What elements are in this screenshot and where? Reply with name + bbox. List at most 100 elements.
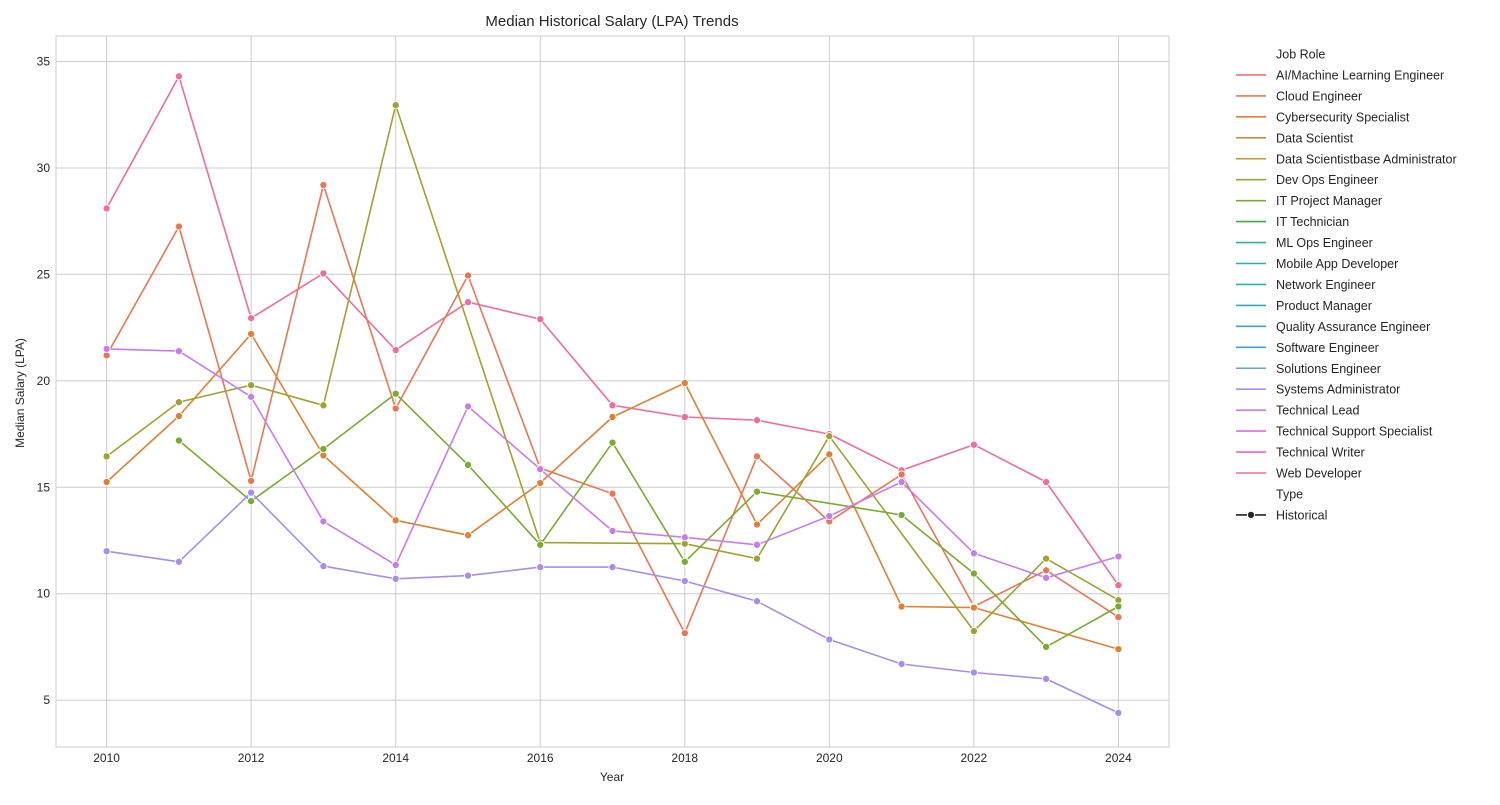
- data-point: [102, 204, 111, 213]
- data-point: [680, 412, 689, 422]
- grid-lines: [56, 36, 1169, 747]
- data-point: [969, 549, 978, 558]
- data-point: [752, 597, 762, 606]
- data-point: [1042, 674, 1051, 683]
- legend-entry: Software Engineer: [1236, 341, 1379, 355]
- data-point: [969, 440, 978, 449]
- data-point: [897, 510, 906, 520]
- legend-marker-swatch: [1246, 510, 1256, 519]
- x-tick-label: 2016: [527, 751, 554, 765]
- series-cybersecurity-specialist: [102, 329, 1123, 654]
- data-point: [319, 562, 328, 571]
- data-point: [174, 72, 183, 81]
- data-point: [1114, 613, 1123, 622]
- data-point: [536, 478, 545, 488]
- data-point: [897, 477, 906, 487]
- data-point: [247, 381, 256, 390]
- series-dev-ops-engineer: [102, 101, 1123, 636]
- legend-entry: Cloud Engineer: [1236, 89, 1362, 103]
- data-point: [391, 389, 400, 398]
- data-point: [247, 497, 256, 506]
- data-point: [969, 626, 978, 636]
- data-point: [463, 402, 473, 411]
- x-tick-labels: 2010 2012 2014 2016 2018 2020 2022 2024: [93, 751, 1132, 765]
- legend-label: Technical Lead: [1276, 404, 1359, 418]
- data-point: [463, 571, 473, 580]
- legend: Job Role AI/Machine Learning Engineer Clou…: [1236, 48, 1457, 522]
- legend-label: Product Manager: [1276, 299, 1372, 313]
- y-axis-label: Median Salary (LPA): [13, 338, 27, 448]
- x-tick-label: 2024: [1105, 751, 1132, 765]
- plot-frame: [55, 35, 1170, 748]
- legend-label: IT Project Manager: [1276, 194, 1382, 208]
- data-point: [680, 629, 689, 638]
- data-point: [391, 574, 400, 583]
- legend-label: Cloud Engineer: [1276, 89, 1362, 103]
- data-point: [1114, 602, 1123, 611]
- legend-entry: Historical: [1236, 508, 1327, 522]
- data-point: [680, 378, 689, 388]
- data-point: [174, 436, 183, 445]
- x-axis-label: Year: [600, 770, 624, 784]
- data-point: [752, 554, 762, 563]
- legend-entry: Network Engineer: [1236, 278, 1375, 292]
- data-point: [825, 635, 834, 644]
- y-tick-label: 15: [37, 480, 51, 494]
- data-point: [969, 668, 978, 677]
- legend-label: Data Scientistbase Administrator: [1276, 152, 1457, 166]
- data-point: [897, 470, 906, 479]
- legend-label: Quality Assurance Engineer: [1276, 320, 1430, 334]
- legend-label: Network Engineer: [1276, 278, 1375, 292]
- legend-header: Type: [1276, 487, 1303, 501]
- x-tick-label: 2012: [238, 751, 265, 765]
- data-point: [319, 444, 328, 454]
- legend-entry: ML Ops Engineer: [1236, 236, 1373, 250]
- data-point: [174, 411, 183, 421]
- data-point: [825, 450, 834, 459]
- legend-entry: Product Manager: [1236, 299, 1372, 313]
- legend-label: Web Developer: [1276, 467, 1362, 481]
- data-point: [608, 401, 617, 410]
- legend-entry: IT Technician: [1236, 215, 1349, 229]
- data-point: [1114, 552, 1123, 561]
- series-it-project-manager: [174, 389, 1123, 651]
- data-point: [752, 452, 762, 461]
- y-tick-labels: 5 10 15 20 25 30 35: [37, 55, 51, 708]
- data-point: [463, 298, 473, 307]
- data-point: [1114, 708, 1123, 717]
- legend-label: AI/Machine Learning Engineer: [1276, 68, 1444, 82]
- legend-label: Technical Writer: [1276, 446, 1365, 460]
- legend-label: Dev Ops Engineer: [1276, 173, 1378, 187]
- data-point: [463, 460, 473, 469]
- data-point: [1042, 566, 1051, 575]
- data-point: [825, 432, 834, 441]
- series-technical-lead: [102, 344, 1123, 582]
- legend-entry: Dev Ops Engineer: [1236, 173, 1378, 187]
- legend-label: Systems Administrator: [1276, 383, 1400, 397]
- data-point: [680, 533, 689, 542]
- y-tick-label: 20: [37, 374, 51, 388]
- series-line-cybersecurity-specialist: [106, 333, 1119, 650]
- legend-label: Software Engineer: [1276, 341, 1379, 355]
- data-point: [247, 314, 256, 323]
- y-tick-label: 30: [37, 161, 51, 175]
- data-point: [247, 392, 256, 401]
- legend-entry: Mobile App Developer: [1236, 257, 1398, 271]
- legend-label: Technical Support Specialist: [1276, 425, 1433, 439]
- data-point: [1042, 554, 1051, 563]
- data-point: [1042, 477, 1051, 487]
- y-tick-label: 25: [37, 267, 51, 281]
- legend-entry: Technical Lead: [1236, 404, 1359, 418]
- data-point: [969, 569, 978, 578]
- data-point: [536, 563, 545, 572]
- data-point: [752, 416, 762, 425]
- legend-entry: IT Project Manager: [1236, 194, 1382, 208]
- chart-title: Median Historical Salary (LPA) Trends: [485, 13, 738, 30]
- data-point: [680, 576, 689, 586]
- data-point: [102, 477, 111, 487]
- legend-entry: Quality Assurance Engineer: [1236, 320, 1430, 334]
- legend-header: Job Role: [1276, 48, 1325, 62]
- legend-entry: Solutions Engineer: [1236, 362, 1381, 376]
- data-point: [536, 465, 545, 474]
